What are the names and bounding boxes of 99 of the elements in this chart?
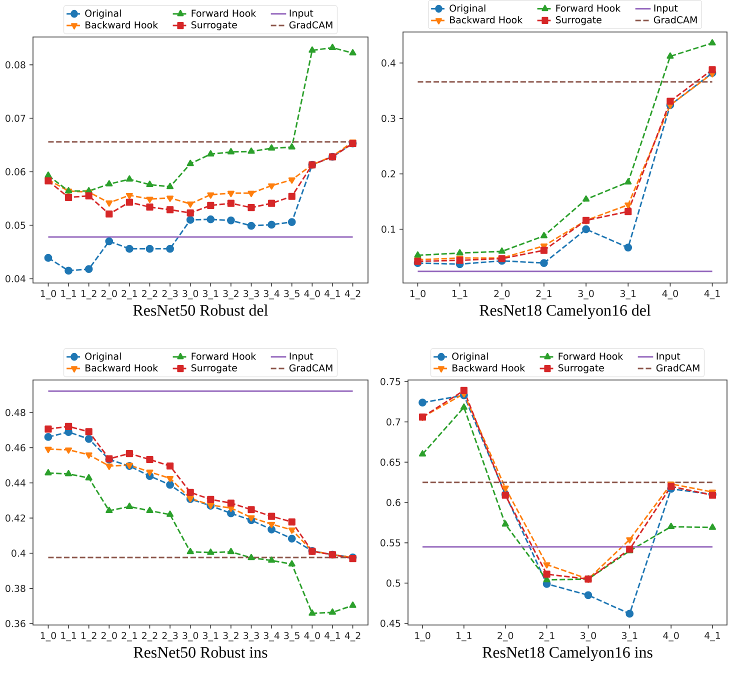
legend-label: Original <box>452 352 488 362</box>
y-tick-label: 0.4 <box>382 59 396 67</box>
x-tick-label: 4_1 <box>704 290 720 300</box>
y-tick-label: 0.05 <box>6 222 26 229</box>
x-tick-label: 3_1 <box>622 632 638 642</box>
x-tick-label: 4_1 <box>704 632 720 642</box>
x-tick-label: 3_0 <box>182 632 198 642</box>
legend-label: Original <box>450 4 486 14</box>
y-tick-label: 0.2 <box>382 170 396 178</box>
legend-label: Backward Hook <box>86 21 158 29</box>
y-tick-label: 0.36 <box>6 620 26 628</box>
x-tick-label: 3_0 <box>578 290 594 300</box>
x-tick-label: 2_3 <box>162 290 178 300</box>
legend-label: Surrogate <box>191 364 237 374</box>
legend-label: Input <box>656 352 680 362</box>
legend-label: Forward Hook <box>556 4 621 12</box>
y-tick-label: 0.75 <box>380 378 400 386</box>
legend-label: Surrogate <box>558 364 604 374</box>
text: ResNet50 Robust del <box>133 304 268 316</box>
y-tick-label: 0.4 <box>12 550 26 557</box>
x-tick-label: 1_2 <box>81 290 96 300</box>
x-tick-label: 1_0 <box>410 290 426 300</box>
x-tick-label: 4_0 <box>304 632 320 642</box>
y-tick-label: 0.5 <box>386 580 400 587</box>
y-tick-label: 0.38 <box>6 584 26 592</box>
x-tick-label: 3_0 <box>182 290 198 300</box>
legend-label: Surrogate <box>556 16 602 26</box>
x-tick-label: 1_2 <box>81 632 96 642</box>
x-tick-label: 3_4 <box>264 632 280 642</box>
legend-label: GradCAM <box>289 21 332 29</box>
x-tick-label: 3_1 <box>202 290 218 300</box>
legend-label: GradCAM <box>289 364 332 372</box>
y-tick-label: 0.04 <box>6 275 26 282</box>
x-tick-label: 2_3 <box>162 632 178 642</box>
legend-label: Backward Hook <box>450 16 523 24</box>
legend-label: Forward Hook <box>192 10 256 17</box>
x-tick-label: 2_2 <box>142 290 158 300</box>
legend-label: GradCAM <box>654 16 697 24</box>
legend-label: Surrogate <box>191 21 237 30</box>
x-tick-label: 1_0 <box>415 632 430 642</box>
y-tick-label: 0.06 <box>6 168 26 176</box>
x-tick-label: 3_4 <box>264 290 280 300</box>
y-tick-label: 0.3 <box>382 114 396 122</box>
x-tick-label: 3_2 <box>223 290 238 300</box>
legend-label: Original <box>85 10 121 19</box>
x-tick-label: 3_3 <box>244 290 259 300</box>
x-tick-label: 4_1 <box>324 290 340 300</box>
x-tick-label: 3_0 <box>580 632 596 642</box>
x-tick-label: 2_0 <box>498 632 514 642</box>
x-tick-label: 1_0 <box>40 632 56 642</box>
x-tick-label: 2_0 <box>101 632 117 642</box>
x-tick-label: 1_1 <box>61 632 76 642</box>
x-tick-label: 4_0 <box>662 290 678 300</box>
x-tick-label: 1_0 <box>40 290 56 300</box>
y-tick-label: 0.7 <box>386 418 400 426</box>
x-tick-label: 4_1 <box>324 632 340 642</box>
legend-label: GradCAM <box>656 364 700 372</box>
y-tick-label: 0.44 <box>6 479 26 486</box>
x-tick-label: 1_1 <box>456 632 472 642</box>
text: ResNet18 Camelyon16 ins <box>482 646 652 662</box>
y-tick-label: 0.45 <box>380 620 400 627</box>
x-tick-label: 3_5 <box>284 290 300 300</box>
x-tick-label: 3_1 <box>620 290 636 300</box>
x-tick-label: 3_2 <box>223 632 238 642</box>
x-tick-label: 4_0 <box>304 290 320 300</box>
legend-label: Original <box>85 352 121 362</box>
y-tick-label: 0.08 <box>6 61 26 68</box>
legend-label: Backward Hook <box>86 364 158 372</box>
x-tick-label: 3_5 <box>284 632 300 642</box>
y-tick-label: 0.48 <box>6 408 26 416</box>
y-tick-label: 0.55 <box>380 539 400 546</box>
legend-label: Forward Hook <box>558 352 624 360</box>
x-tick-label: 2_0 <box>101 290 117 300</box>
x-tick-label: 2_1 <box>122 290 137 300</box>
legend-label: Input <box>290 352 314 362</box>
x-tick-label: 4_0 <box>663 632 679 642</box>
y-tick-label: 0.42 <box>6 514 26 522</box>
y-tick-label: 0.1 <box>382 226 396 233</box>
y-tick-label: 0.65 <box>380 458 400 466</box>
x-tick-label: 4_2 <box>344 290 360 300</box>
legend-label: Forward Hook <box>192 352 256 360</box>
text: ResNet18 Camelyon16 del <box>480 304 651 320</box>
x-tick-label: 1_1 <box>452 290 468 300</box>
legend-label: Input <box>290 10 314 19</box>
x-tick-label: 2_0 <box>494 290 510 300</box>
x-tick-label: 2_2 <box>142 632 158 642</box>
x-tick-label: 3_3 <box>244 632 259 642</box>
y-tick-label: 0.6 <box>386 498 400 506</box>
x-tick-label: 2_1 <box>536 290 552 300</box>
x-tick-label: 2_1 <box>539 632 554 642</box>
x-tick-label: 4_2 <box>344 632 360 642</box>
text: ResNet50 Robust ins <box>134 646 268 658</box>
y-tick-label: 0.46 <box>6 444 26 452</box>
legend-label: Backward Hook <box>452 364 526 372</box>
legend-label: Input <box>654 4 678 14</box>
x-tick-label: 2_1 <box>122 632 137 642</box>
x-tick-label: 3_1 <box>202 632 218 642</box>
x-tick-label: 1_1 <box>61 290 76 300</box>
y-tick-label: 0.07 <box>6 114 26 122</box>
